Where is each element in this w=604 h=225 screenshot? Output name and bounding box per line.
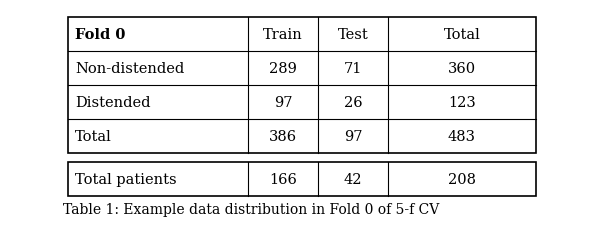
Text: 386: 386: [269, 129, 297, 143]
Text: Total: Total: [75, 129, 112, 143]
Text: Total: Total: [443, 28, 480, 42]
Text: 42: 42: [344, 172, 362, 186]
Text: Distended: Distended: [75, 96, 150, 110]
Text: 26: 26: [344, 96, 362, 110]
Text: 97: 97: [344, 129, 362, 143]
Text: 97: 97: [274, 96, 292, 110]
Text: 289: 289: [269, 62, 297, 76]
Text: 483: 483: [448, 129, 476, 143]
Text: Non-distended: Non-distended: [75, 62, 184, 76]
Text: Fold 0: Fold 0: [75, 28, 126, 42]
Text: 166: 166: [269, 172, 297, 186]
Text: Test: Test: [338, 28, 368, 42]
Text: Train: Train: [263, 28, 303, 42]
Text: Total patients: Total patients: [75, 172, 176, 186]
Text: 71: 71: [344, 62, 362, 76]
Text: 123: 123: [448, 96, 476, 110]
Text: 360: 360: [448, 62, 476, 76]
Bar: [68, 18, 536, 153]
Text: Table 1: Example data distribution in Fold 0 of 5-f CV: Table 1: Example data distribution in Fo…: [63, 202, 439, 216]
Bar: [68, 162, 536, 196]
Text: 208: 208: [448, 172, 476, 186]
